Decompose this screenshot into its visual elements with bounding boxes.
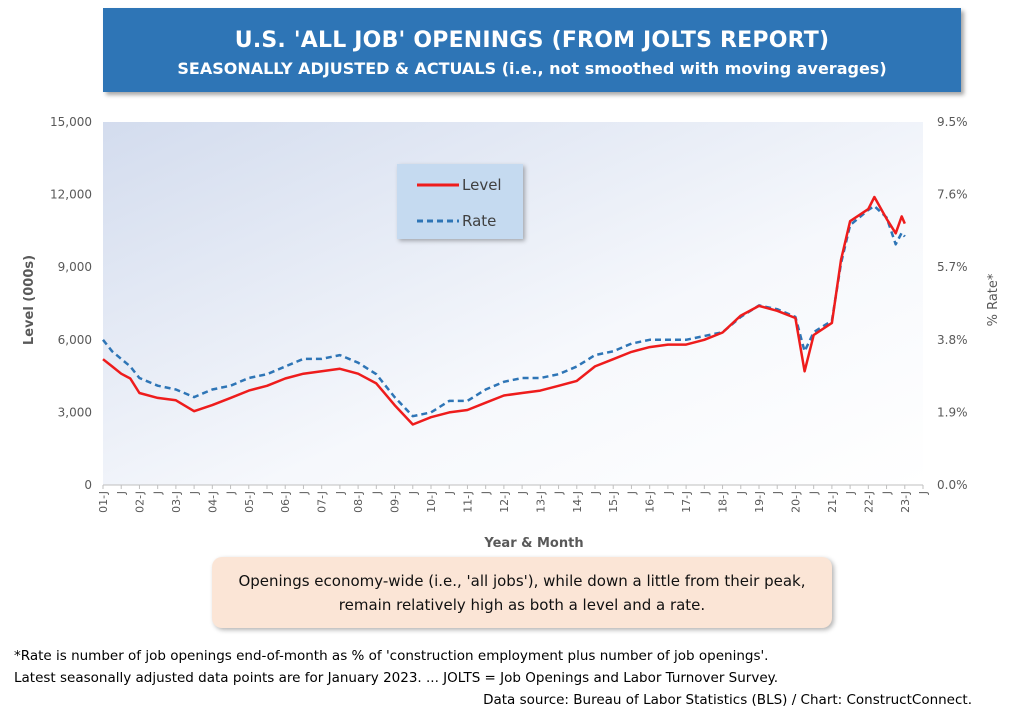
x-tick-label: 11-J — [461, 491, 474, 513]
x-tick-label: 12-J — [498, 491, 511, 513]
y-tick-label: 6,000 — [58, 333, 92, 347]
x-tick-label: 10-J — [425, 491, 438, 513]
left-axis-ticks: 15,000 12,000 9,000 6,000 3,000 0 — [50, 115, 92, 492]
x-tick-label: J — [115, 491, 128, 495]
y2-tick-label: 0.0% — [937, 478, 968, 492]
x-tick-label: J — [334, 491, 347, 495]
legend: Level Rate — [397, 164, 523, 239]
x-tick-label: 06-J — [279, 491, 292, 513]
y2-tick-label: 1.9% — [937, 405, 968, 419]
x-tick-label: J — [662, 491, 675, 495]
y2-tick-label: 9.5% — [937, 115, 968, 129]
chart-subtitle: SEASONALLY ADJUSTED & ACTUALS (i.e., not… — [177, 59, 887, 78]
x-tick-label: 07-J — [316, 491, 329, 513]
x-tick-label: 01-J — [97, 491, 110, 513]
x-tick-label: 17-J — [680, 491, 693, 513]
x-tick-label: J — [407, 491, 420, 495]
x-tick-label: 20-J — [789, 491, 802, 513]
x-tick-label: J — [917, 491, 930, 495]
y-axis-label: Level (000s) — [22, 255, 37, 345]
x-tick-label: J — [188, 491, 201, 495]
annotation-line-2: remain relatively high as both a level a… — [338, 595, 706, 614]
x-tick-label: 03-J — [170, 491, 183, 513]
x-tick-label: J — [225, 491, 238, 495]
x-tick-label: J — [808, 491, 821, 495]
x-axis-label: Year & Month — [483, 536, 583, 551]
footnote-latest-data: Latest seasonally adjusted data points a… — [14, 670, 779, 686]
x-tick-label: J — [516, 491, 529, 495]
x-tick-label: 09-J — [389, 491, 402, 513]
series-line-rate — [102, 204, 906, 418]
legend-level-label: Level — [462, 176, 502, 194]
chart-title-banner: U.S. 'ALL JOB' OPENINGS (FROM JOLTS REPO… — [103, 8, 961, 92]
y2-tick-label: 3.8% — [937, 333, 968, 347]
x-tick-label: 18-J — [717, 491, 730, 513]
y-tick-label: 3,000 — [58, 405, 92, 419]
x-tick-label: J — [771, 491, 784, 495]
x-tick-label: 02-J — [133, 491, 146, 513]
y-tick-label: 9,000 — [58, 260, 92, 274]
x-tick-label: J — [844, 491, 857, 495]
x-tick-label: 23-J — [899, 491, 912, 513]
x-tick-label: 14-J — [571, 491, 584, 513]
x-tick-label: J — [370, 491, 383, 495]
x-tick-label: J — [297, 491, 310, 495]
annotation-line-1: Openings economy-wide (i.e., 'all jobs')… — [238, 571, 806, 590]
x-tick-label: J — [553, 491, 566, 495]
x-axis-ticks: 01-J J 02-J J 03-J J 04-J J 05-J J 06-J J 07-J J 08-J J… — [97, 485, 930, 513]
annotation-box: Openings economy-wide (i.e., 'all jobs')… — [212, 557, 832, 628]
x-tick-label: J — [152, 491, 165, 495]
x-tick-label: 15-J — [607, 491, 620, 513]
x-tick-label: J — [698, 491, 711, 495]
x-tick-label: J — [625, 491, 638, 495]
x-tick-label: J — [735, 491, 748, 495]
x-tick-label: 04-J — [206, 491, 219, 513]
x-tick-label: 21-J — [826, 491, 839, 513]
footnote-source: Data source: Bureau of Labor Statistics … — [483, 692, 972, 708]
chart-title: U.S. 'ALL JOB' OPENINGS (FROM JOLTS REPO… — [234, 28, 830, 53]
x-tick-label: 19-J — [753, 491, 766, 513]
series-line-level — [102, 195, 906, 426]
x-tick-label: 22-J — [862, 491, 875, 513]
x-tick-label: J — [881, 491, 894, 495]
x-tick-label: J — [443, 491, 456, 495]
y2-tick-label: 7.6% — [937, 188, 968, 202]
x-tick-label: 16-J — [644, 491, 657, 513]
y2-tick-label: 5.7% — [937, 260, 968, 274]
x-tick-label: J — [589, 491, 602, 495]
y2-axis-label: % Rate* — [986, 273, 1001, 326]
y-tick-label: 15,000 — [50, 115, 92, 129]
series-layer — [102, 195, 906, 426]
y-tick-label: 0 — [84, 478, 92, 492]
x-tick-label: 08-J — [352, 491, 365, 513]
x-tick-label: 13-J — [534, 491, 547, 513]
x-tick-label: J — [261, 491, 274, 495]
x-tick-label: 05-J — [243, 491, 256, 513]
y-tick-label: 12,000 — [50, 188, 92, 202]
footnote-rate-definition: *Rate is number of job openings end-of-m… — [14, 648, 769, 664]
right-axis-ticks: 9.5% 7.6% 5.7% 3.8% 1.9% 0.0% — [937, 115, 968, 492]
legend-rate-label: Rate — [462, 212, 496, 230]
x-tick-label: J — [480, 491, 493, 495]
